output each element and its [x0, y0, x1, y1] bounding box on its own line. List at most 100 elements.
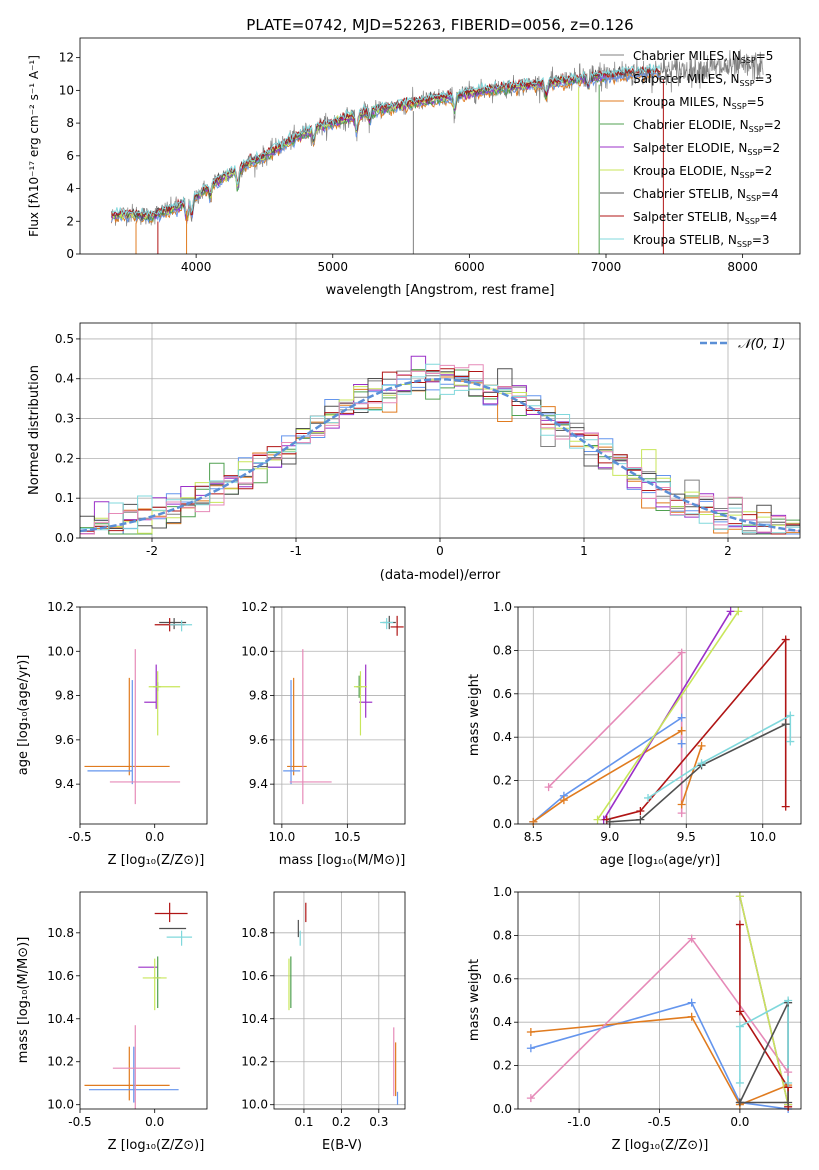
legend-text: Kroupa MILES, N	[633, 95, 732, 109]
plus-marker	[735, 1078, 744, 1087]
legend-text: Salpeter MILES, N	[633, 72, 740, 86]
y-tick-label: 1.0	[493, 885, 512, 899]
plus-marker	[697, 759, 706, 768]
mass-weight-line	[530, 1001, 789, 1109]
legend-suffix: =5	[756, 49, 774, 63]
axes-frame	[273, 606, 406, 825]
y-tick-label: 12	[59, 51, 74, 65]
y-tick-label: 10.6	[241, 969, 268, 983]
plot-area	[532, 610, 792, 823]
spectrum-ylabel: Flux [fλ10⁻¹⁷ erg cm⁻² s⁻¹ A⁻¹]	[27, 55, 41, 237]
x-tick-label: 0.0	[145, 1115, 164, 1129]
axes-frame	[517, 606, 802, 825]
plus-marker	[677, 726, 686, 735]
plus-marker	[781, 635, 790, 644]
axes-frame	[79, 322, 801, 539]
plus-marker	[687, 1012, 696, 1021]
za-ylabel: age [log₁₀(age/yr)]	[16, 655, 31, 776]
svg-text:Kroupa MILES, NSSP=5: Kroupa MILES, NSSP=5	[633, 95, 764, 111]
y-tick-label: 0.2	[493, 774, 512, 788]
x-tick-label: 10.0	[749, 830, 776, 844]
plus-marker	[529, 817, 538, 826]
plus-marker	[677, 809, 686, 818]
y-tick-label: 2	[66, 214, 74, 228]
x-tick-label: -0.5	[68, 1115, 91, 1129]
plus-marker	[605, 817, 614, 826]
plus-marker	[784, 1068, 793, 1077]
x-tick-label: -2	[146, 544, 158, 558]
plus-marker	[784, 1078, 793, 1087]
spectrum-legend: Chabrier MILES, NSSP=5 Salpeter MILES, N…	[600, 49, 781, 249]
plus-marker	[734, 607, 743, 616]
legend-sub: SSP	[737, 240, 752, 249]
plot-area	[84, 618, 193, 805]
y-tick-label: 10.2	[241, 600, 268, 614]
metallicity-mass-panel: -0.5 0.0 10.0 10.2 10.4 10.6 10.8	[47, 891, 208, 1129]
y-tick-label: 0.2	[55, 451, 74, 465]
y-tick-label: 0.4	[493, 1015, 512, 1029]
plot-area	[110, 49, 764, 254]
legend-sub: SSP	[747, 148, 762, 157]
mass-age-panel: 10.0 10.5 9.4 9.6 9.8 10.0 10.2	[241, 600, 406, 844]
y-tick-label: 9.8	[55, 689, 74, 703]
x-tick-label: 2	[724, 544, 732, 558]
ebv-mass-panel: 0.1 0.2 0.3 10.0 10.2 10.4 10.6 10.8	[241, 891, 406, 1129]
model-spectrum	[111, 63, 661, 217]
metallicity-age-panel: -0.5 0.0 9.4 9.6 9.8 10.0 10.2	[47, 600, 208, 844]
legend-text: Chabrier ELODIE, N	[633, 118, 749, 132]
legend-text: Chabrier STELIB, N	[633, 187, 746, 201]
legend-text: Kroupa STELIB, N	[633, 233, 737, 247]
y-tick-label: 8	[66, 116, 74, 130]
svg-text:Kroupa ELODIE, NSSP=2: Kroupa ELODIE, NSSP=2	[633, 164, 772, 180]
y-tick-label: 4	[66, 182, 74, 196]
y-tick-label: 10.0	[241, 644, 268, 658]
plus-marker	[784, 1098, 793, 1107]
plus-marker	[526, 1027, 535, 1036]
legend-suffix: =2	[755, 164, 773, 178]
y-tick-label: 0.6	[493, 972, 512, 986]
y-tick-label: 10	[59, 83, 74, 97]
plus-marker	[526, 1094, 535, 1103]
legend-entry: Chabrier STELIB, NSSP=4	[600, 187, 779, 203]
y-tick-label: 10.6	[47, 969, 74, 983]
legend-suffix: =4	[761, 187, 779, 201]
y-tick-label: 6	[66, 149, 74, 163]
legend-suffix: =5	[747, 95, 765, 109]
plus-marker	[786, 737, 795, 746]
em-xlabel: E(B-V)	[322, 1138, 362, 1153]
y-tick-label: 0.3	[55, 412, 74, 426]
plus-marker	[687, 998, 696, 1007]
plus-marker	[781, 802, 790, 811]
metallicity-massweight-panel: -1.0 -0.5 0.0 0.0 0.2 0.4 0.6 0.8 1.0	[493, 885, 802, 1129]
y-tick-label: 0.4	[493, 730, 512, 744]
age-massweight-panel: 8.5 9.0 9.5 10.0 0.0 0.2 0.4 0.6 0.8 1.0	[493, 600, 802, 844]
plus-marker	[784, 996, 793, 1005]
legend-sub: SSP	[740, 171, 755, 180]
model-spectrum	[111, 73, 606, 223]
plus-marker	[593, 815, 602, 824]
x-tick-label: 10.5	[334, 830, 361, 844]
legend-text: Salpeter STELIB, N	[633, 210, 745, 224]
za-xlabel: Z [log₁₀(Z/Z⊙)]	[108, 853, 205, 868]
y-tick-label: 10.2	[47, 600, 74, 614]
y-tick-label: 10.8	[47, 926, 74, 940]
y-tick-label: 9.8	[249, 689, 268, 703]
y-tick-label: 0.6	[493, 687, 512, 701]
plus-marker	[781, 720, 790, 729]
legend-entry: Kroupa MILES, NSSP=5	[600, 95, 764, 111]
zmw-xlabel: Z [log₁₀(Z/Z⊙)]	[612, 1138, 709, 1153]
mass-weight-line	[596, 610, 739, 821]
legend-entry: Kroupa STELIB, NSSP=3	[600, 233, 770, 249]
plus-marker	[677, 713, 686, 722]
y-tick-label: 0	[66, 247, 74, 261]
y-tick-label: 0.8	[493, 643, 512, 657]
legend-suffix: =2	[762, 141, 780, 155]
axes-frame	[79, 891, 208, 1110]
plus-marker	[726, 607, 735, 616]
zm-ylabel: mass [log₁₀(M/M⊙)]	[16, 937, 31, 1064]
x-tick-label: 9.0	[600, 830, 619, 844]
amw-ylabel: mass weight	[467, 674, 482, 756]
legend-sub: SSP	[749, 125, 764, 134]
y-tick-label: 10.0	[47, 644, 74, 658]
amw-xlabel: age [log₁₀(age/yr)]	[600, 853, 721, 868]
